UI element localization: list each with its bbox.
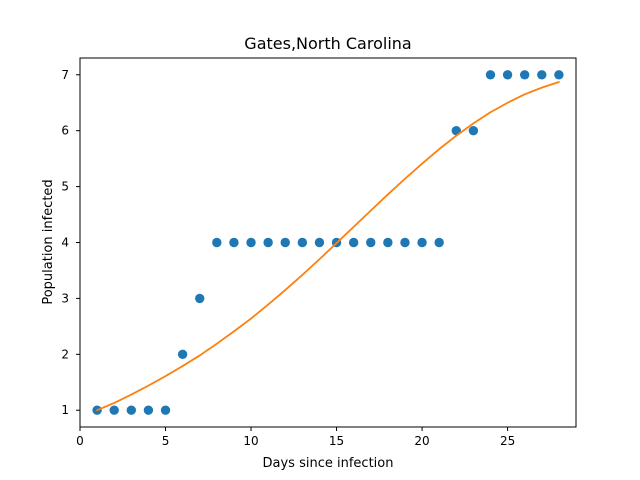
x-tick-label: 20 — [414, 434, 429, 448]
data-point — [366, 237, 376, 248]
data-point — [554, 70, 564, 80]
x-tick-label: 5 — [162, 434, 170, 448]
data-point — [160, 405, 171, 415]
x-tick-label: 15 — [329, 434, 344, 448]
data-point — [502, 70, 513, 80]
data-point — [434, 237, 444, 248]
x-axis: 0 5 10 15 20 25 — [76, 427, 515, 448]
data-point — [485, 70, 496, 80]
y-tick-label: 1 — [61, 403, 69, 417]
data-point — [417, 237, 427, 248]
data-point — [537, 70, 547, 80]
x-tick-label: 25 — [500, 434, 515, 448]
y-axis: 1 2 3 4 5 6 7 — [61, 68, 80, 417]
data-point — [143, 405, 154, 415]
data-point — [348, 237, 359, 248]
y-tick-label: 5 — [61, 180, 69, 194]
data-point — [468, 125, 479, 136]
data-point — [109, 405, 119, 415]
data-point — [246, 237, 256, 248]
fitted-curve — [96, 81, 560, 412]
y-tick-label: 2 — [61, 347, 69, 361]
data-point — [383, 237, 393, 248]
y-tick-label: 4 — [61, 236, 69, 250]
data-point — [314, 237, 325, 248]
data-point — [212, 237, 222, 248]
x-tick-label: 0 — [76, 434, 84, 448]
data-point — [126, 405, 137, 415]
chart-title: Gates,North Carolina — [244, 34, 411, 53]
data-point — [519, 70, 530, 80]
plot-area — [92, 70, 564, 415]
data-point — [229, 237, 239, 248]
y-tick-label: 3 — [61, 291, 69, 305]
data-point — [280, 237, 290, 248]
x-axis-label: Days since infection — [263, 456, 394, 471]
y-tick-label: 7 — [61, 68, 69, 82]
y-tick-label: 6 — [61, 124, 69, 138]
data-point — [297, 237, 308, 248]
y-axis-label: Population infected — [41, 179, 56, 304]
plot-frame — [79, 57, 577, 428]
data-point — [400, 237, 410, 248]
data-point — [195, 293, 205, 304]
data-point — [263, 237, 273, 248]
x-tick-label: 10 — [243, 434, 258, 448]
data-point — [177, 349, 188, 360]
